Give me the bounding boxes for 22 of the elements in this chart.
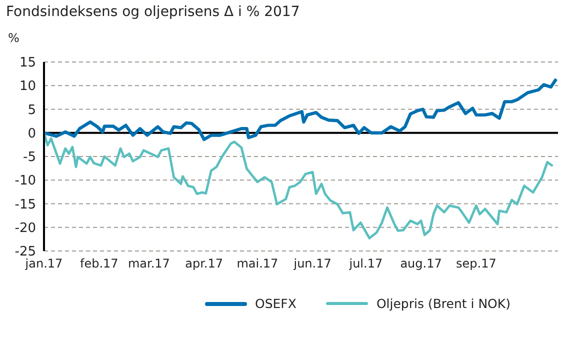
x-tick-label: sep.17 <box>456 256 496 271</box>
x-tick-label: mar.17 <box>128 256 170 271</box>
legend-label: OSEFX <box>255 296 296 311</box>
y-tick-label: 5 <box>28 102 36 118</box>
y-tick-label: -15 <box>14 197 36 212</box>
chart-title: Fondsindeksens og oljeprisens Δ i % 2017 <box>6 4 300 20</box>
x-tick-label: aug.17 <box>400 256 442 271</box>
x-tick-label: jul.17 <box>348 256 383 271</box>
line-series <box>44 132 554 240</box>
x-tick-label: feb.17 <box>80 256 118 271</box>
y-tick-label: -5 <box>23 150 36 166</box>
legend-label: Oljepris (Brent i NOK) <box>376 296 510 311</box>
line-series <box>44 77 558 142</box>
x-tick-label: jun.17 <box>292 256 332 271</box>
x-tick-label: apr.17 <box>185 256 224 271</box>
y-tick-label: -20 <box>14 220 36 236</box>
y-tick-label: -10 <box>14 174 36 189</box>
y-tick-label: 0 <box>28 126 36 142</box>
x-tick-label: mai.17 <box>236 256 278 271</box>
y-axis-title: % <box>8 31 20 45</box>
y-tick-label: 10 <box>19 79 36 94</box>
y-tick-label: 15 <box>19 56 36 71</box>
